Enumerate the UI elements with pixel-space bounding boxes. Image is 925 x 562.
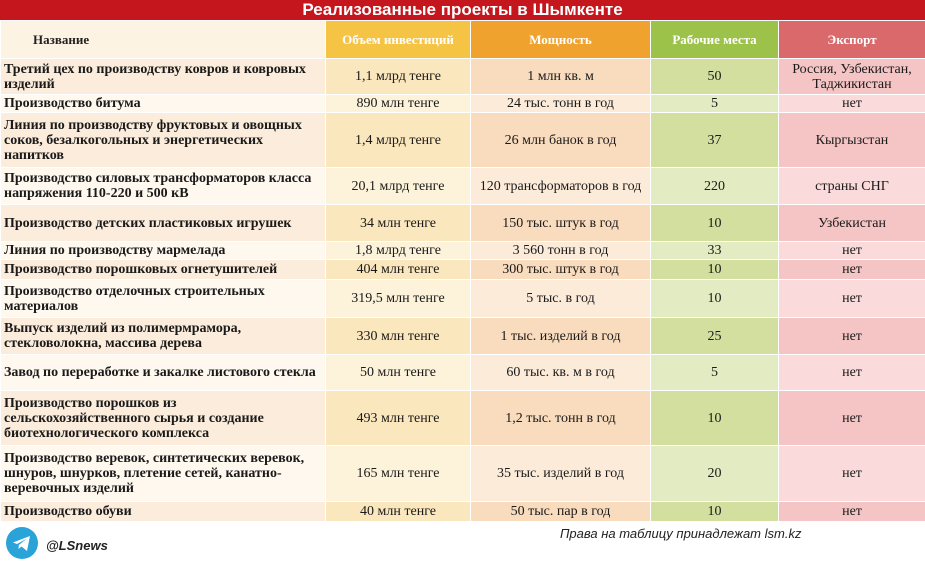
cell: 50 тыс. пар в год — [470, 501, 651, 522]
cell: Производство веревок, синтетических вере… — [0, 445, 326, 502]
cell: нет — [778, 279, 925, 318]
cell: Завод по переработке и закалке листового… — [0, 354, 326, 391]
cell: Выпуск изделий из полимермрамора, стекло… — [0, 317, 326, 355]
table-row: Линия по производству мармелада 1,8 млрд … — [0, 241, 925, 260]
cell: 10 — [650, 259, 779, 280]
cell: 20,1 млрд тенге — [325, 167, 471, 205]
credit: Права на таблицу принадлежат lsm.kz — [560, 526, 802, 541]
cell: 60 тыс. кв. м в год — [470, 354, 651, 391]
cell: 493 млн тенге — [325, 390, 471, 446]
table-row: Производство веревок, синтетических вере… — [0, 445, 925, 502]
cell: 50 млн тенге — [325, 354, 471, 391]
column-header: Мощность — [470, 20, 651, 59]
cell: 890 млн тенге — [325, 94, 471, 113]
cell: 3 560 тонн в год — [470, 241, 651, 260]
cell: нет — [778, 501, 925, 522]
table-row: Завод по переработке и закалке листового… — [0, 354, 925, 391]
cell: 10 — [650, 390, 779, 446]
cell: 5 тыс. в год — [470, 279, 651, 318]
cell: 34 млн тенге — [325, 204, 471, 242]
cell: 1 млн кв. м — [470, 58, 651, 95]
cell: нет — [778, 445, 925, 502]
cell: 37 — [650, 112, 779, 168]
cell: нет — [778, 317, 925, 355]
cell: страны СНГ — [778, 167, 925, 205]
cell: 1,8 млрд тенге — [325, 241, 471, 260]
handle: @LSnews — [46, 538, 108, 553]
cell: 50 — [650, 58, 779, 95]
cell: 1 тыс. изделий в год — [470, 317, 651, 355]
cell: Производство отделочных строительных мат… — [0, 279, 326, 318]
cell: Линия по производству фруктовых и овощны… — [0, 112, 326, 168]
cell: 10 — [650, 204, 779, 242]
cell: Россия, Узбекистан, Таджикистан — [778, 58, 925, 95]
table-row: Производство отделочных строительных мат… — [0, 279, 925, 318]
cell: 25 — [650, 317, 779, 355]
cell: нет — [778, 354, 925, 391]
cell: 1,2 тыс. тонн в год — [470, 390, 651, 446]
telegram-icon — [6, 527, 38, 559]
table-row: Производство порошков из сельскохозяйств… — [0, 390, 925, 446]
cell: 40 млн тенге — [325, 501, 471, 522]
header-row: Название Объем инвестиций Мощность Рабочие … — [0, 20, 925, 59]
cell: 35 тыс. изделий в год — [470, 445, 651, 502]
table-row: Линия по производству фруктовых и овощны… — [0, 112, 925, 168]
cell: 10 — [650, 279, 779, 318]
cell: Узбекистан — [778, 204, 925, 242]
cell: 10 — [650, 501, 779, 522]
cell: 330 млн тенге — [325, 317, 471, 355]
cell: нет — [778, 259, 925, 280]
cell: Производство порошков из сельскохозяйств… — [0, 390, 326, 446]
cell: Производство битума — [0, 94, 326, 113]
cell: 150 тыс. штук в год — [470, 204, 651, 242]
cell: 26 млн банок в год — [470, 112, 651, 168]
table-row: Производство порошковых огнетушителей 404… — [0, 259, 925, 280]
title: Реализованные проекты в Шымкенте — [0, 0, 925, 20]
cell: 165 млн тенге — [325, 445, 471, 502]
cell: Третий цех по производству ковров и ковр… — [0, 58, 326, 95]
table-row: Третий цех по производству ковров и ковр… — [0, 58, 925, 95]
table-body: Третий цех по производству ковров и ковр… — [0, 58, 925, 522]
column-header: Объем инвестиций — [325, 20, 471, 59]
column-header: Название — [0, 20, 326, 59]
cell: нет — [778, 94, 925, 113]
cell: Производство обуви — [0, 501, 326, 522]
cell: 404 млн тенге — [325, 259, 471, 280]
cell: 120 трансформаторов в год — [470, 167, 651, 205]
cell: 319,5 млн тенге — [325, 279, 471, 318]
table-row: Производство обуви 40 млн тенге 50 тыс. па… — [0, 501, 925, 522]
table-row: Производство силовых трансформаторов кла… — [0, 167, 925, 205]
cell: Производство порошковых огнетушителей — [0, 259, 326, 280]
table-row: Выпуск изделий из полимермрамора, стекло… — [0, 317, 925, 355]
cell: Линия по производству мармелада — [0, 241, 326, 260]
cell: 1,1 млрд тенге — [325, 58, 471, 95]
cell: 24 тыс. тонн в год — [470, 94, 651, 113]
cell: Кыргызстан — [778, 112, 925, 168]
cell: 220 — [650, 167, 779, 205]
cell: нет — [778, 241, 925, 260]
cell: 33 — [650, 241, 779, 260]
cell: 300 тыс. штук в год — [470, 259, 651, 280]
cell: Производство силовых трансформаторов кла… — [0, 167, 326, 205]
column-header: Экспорт — [778, 20, 925, 59]
cell: 5 — [650, 354, 779, 391]
cell: 1,4 млрд тенге — [325, 112, 471, 168]
cell: нет — [778, 390, 925, 446]
projects-table: Название Объем инвестиций Мощность Рабочие … — [0, 20, 925, 522]
table-row: Производство битума 890 млн тенге 24 тыс. … — [0, 94, 925, 113]
cell: 5 — [650, 94, 779, 113]
table-row: Производство детских пластиковых игрушек… — [0, 204, 925, 242]
cell: Производство детских пластиковых игрушек — [0, 204, 326, 242]
cell: 20 — [650, 445, 779, 502]
column-header: Рабочие места — [650, 20, 779, 59]
